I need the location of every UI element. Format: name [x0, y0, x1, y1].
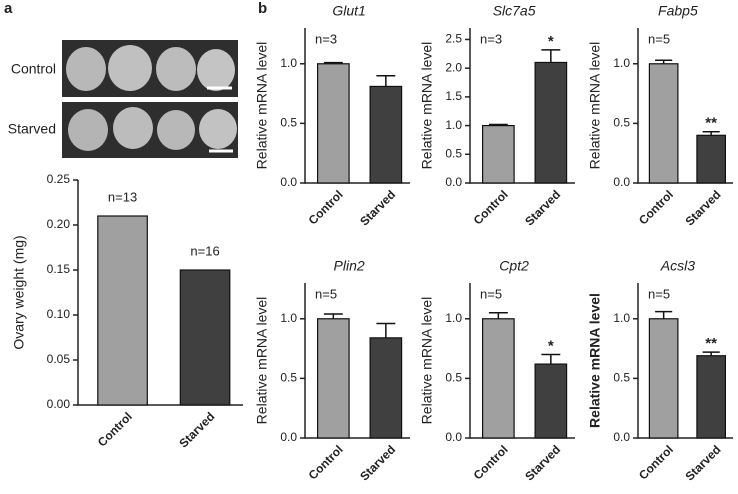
chart-title: Glut1	[332, 3, 365, 19]
significance-mark: **	[705, 115, 717, 132]
sample-size: n=5	[480, 286, 502, 301]
y-tick-label: 0.15	[47, 262, 71, 276]
y-tick-label: 2.5	[445, 32, 462, 46]
row-label: Starved	[8, 121, 56, 137]
bar	[696, 134, 727, 184]
x-tick-label: Starved	[176, 409, 217, 450]
y-tick-label: 0.5	[280, 116, 297, 130]
bar	[482, 318, 515, 439]
bar	[369, 85, 403, 184]
y-tick-label: 0.25	[47, 172, 71, 186]
bar	[534, 363, 568, 439]
bar	[648, 318, 679, 439]
bar	[534, 61, 568, 184]
y-tick-label: 1.0	[280, 311, 297, 325]
y-tick-label: 1.0	[613, 56, 630, 70]
sample-size: n=13	[108, 189, 137, 204]
y-axis-label: Relative mRNA level	[254, 297, 270, 425]
bar	[369, 337, 403, 439]
y-tick-label: 1.0	[445, 118, 462, 132]
bar	[482, 124, 515, 184]
x-tick-label: Starved	[357, 187, 398, 228]
y-axis-label: Ovary weight (mg)	[11, 235, 27, 349]
y-tick-label: 1.0	[613, 311, 630, 325]
x-tick-label: Starved	[522, 187, 563, 228]
row-label: Control	[11, 61, 56, 77]
x-tick-label: Control	[636, 442, 676, 482]
y-tick-label: 1.5	[445, 89, 462, 103]
y-axis-label: Relative mRNA level	[587, 293, 603, 428]
sample-size: n=3	[480, 31, 502, 46]
y-tick-label: 0.0	[445, 175, 462, 189]
sample-size: n=5	[315, 286, 337, 301]
chart-title: Fabp5	[658, 3, 698, 19]
panel-label: b	[258, 0, 267, 17]
y-tick-label: 0.0	[613, 175, 630, 189]
bar	[317, 318, 350, 439]
y-tick-label: 1.0	[445, 311, 462, 325]
significance-mark: **	[705, 335, 717, 352]
y-tick-label: 0.00	[47, 397, 71, 411]
x-tick-label: Control	[636, 187, 676, 227]
y-tick-label: 1.0	[280, 56, 297, 70]
significance-mark: *	[548, 33, 554, 50]
y-tick-label: 0.5	[613, 371, 630, 385]
x-tick-label: Control	[306, 187, 346, 227]
bar	[696, 355, 727, 439]
sample-size: n=16	[190, 243, 219, 258]
bar	[648, 63, 679, 184]
y-tick-label: 0.5	[445, 371, 462, 385]
sample-size: n=5	[648, 286, 670, 301]
x-tick-label: Starved	[357, 442, 398, 483]
x-tick-label: Starved	[682, 187, 723, 228]
y-tick-label: 0.5	[280, 371, 297, 385]
chart-title: Cpt2	[499, 258, 529, 274]
y-tick-label: 0.5	[445, 146, 462, 160]
bar	[179, 269, 231, 406]
y-tick-label: 0.0	[280, 430, 297, 444]
y-tick-label: 0.05	[47, 352, 71, 366]
y-axis-label: Relative mRNA level	[587, 42, 603, 170]
y-tick-label: 2.0	[445, 60, 462, 74]
y-tick-label: 0.5	[613, 116, 630, 130]
x-tick-label: Control	[471, 442, 511, 482]
y-tick-label: 0.0	[280, 175, 297, 189]
x-tick-label: Control	[306, 442, 346, 482]
y-tick-label: 0.20	[47, 217, 71, 231]
x-tick-label: Starved	[682, 442, 723, 483]
significance-mark: *	[548, 338, 554, 355]
chart-title: Acsl3	[660, 258, 695, 274]
x-tick-label: Starved	[522, 442, 563, 483]
ovary-photo	[62, 40, 238, 158]
sample-size: n=3	[315, 31, 337, 46]
x-tick-label: Control	[95, 409, 135, 449]
x-tick-label: Control	[471, 187, 511, 227]
bar	[317, 63, 350, 184]
y-axis-label: Relative mRNA level	[419, 42, 435, 170]
chart-title: Slc7a5	[493, 3, 536, 19]
y-tick-label: 0.0	[613, 430, 630, 444]
y-tick-label: 0.0	[445, 430, 462, 444]
y-tick-label: 0.10	[47, 307, 71, 321]
chart-title: Plin2	[334, 258, 365, 274]
y-axis-label: Relative mRNA level	[419, 297, 435, 425]
y-axis-label: Relative mRNA level	[254, 42, 270, 170]
sample-size: n=5	[648, 31, 670, 46]
bar	[97, 215, 148, 406]
panel-label: a	[4, 0, 13, 17]
